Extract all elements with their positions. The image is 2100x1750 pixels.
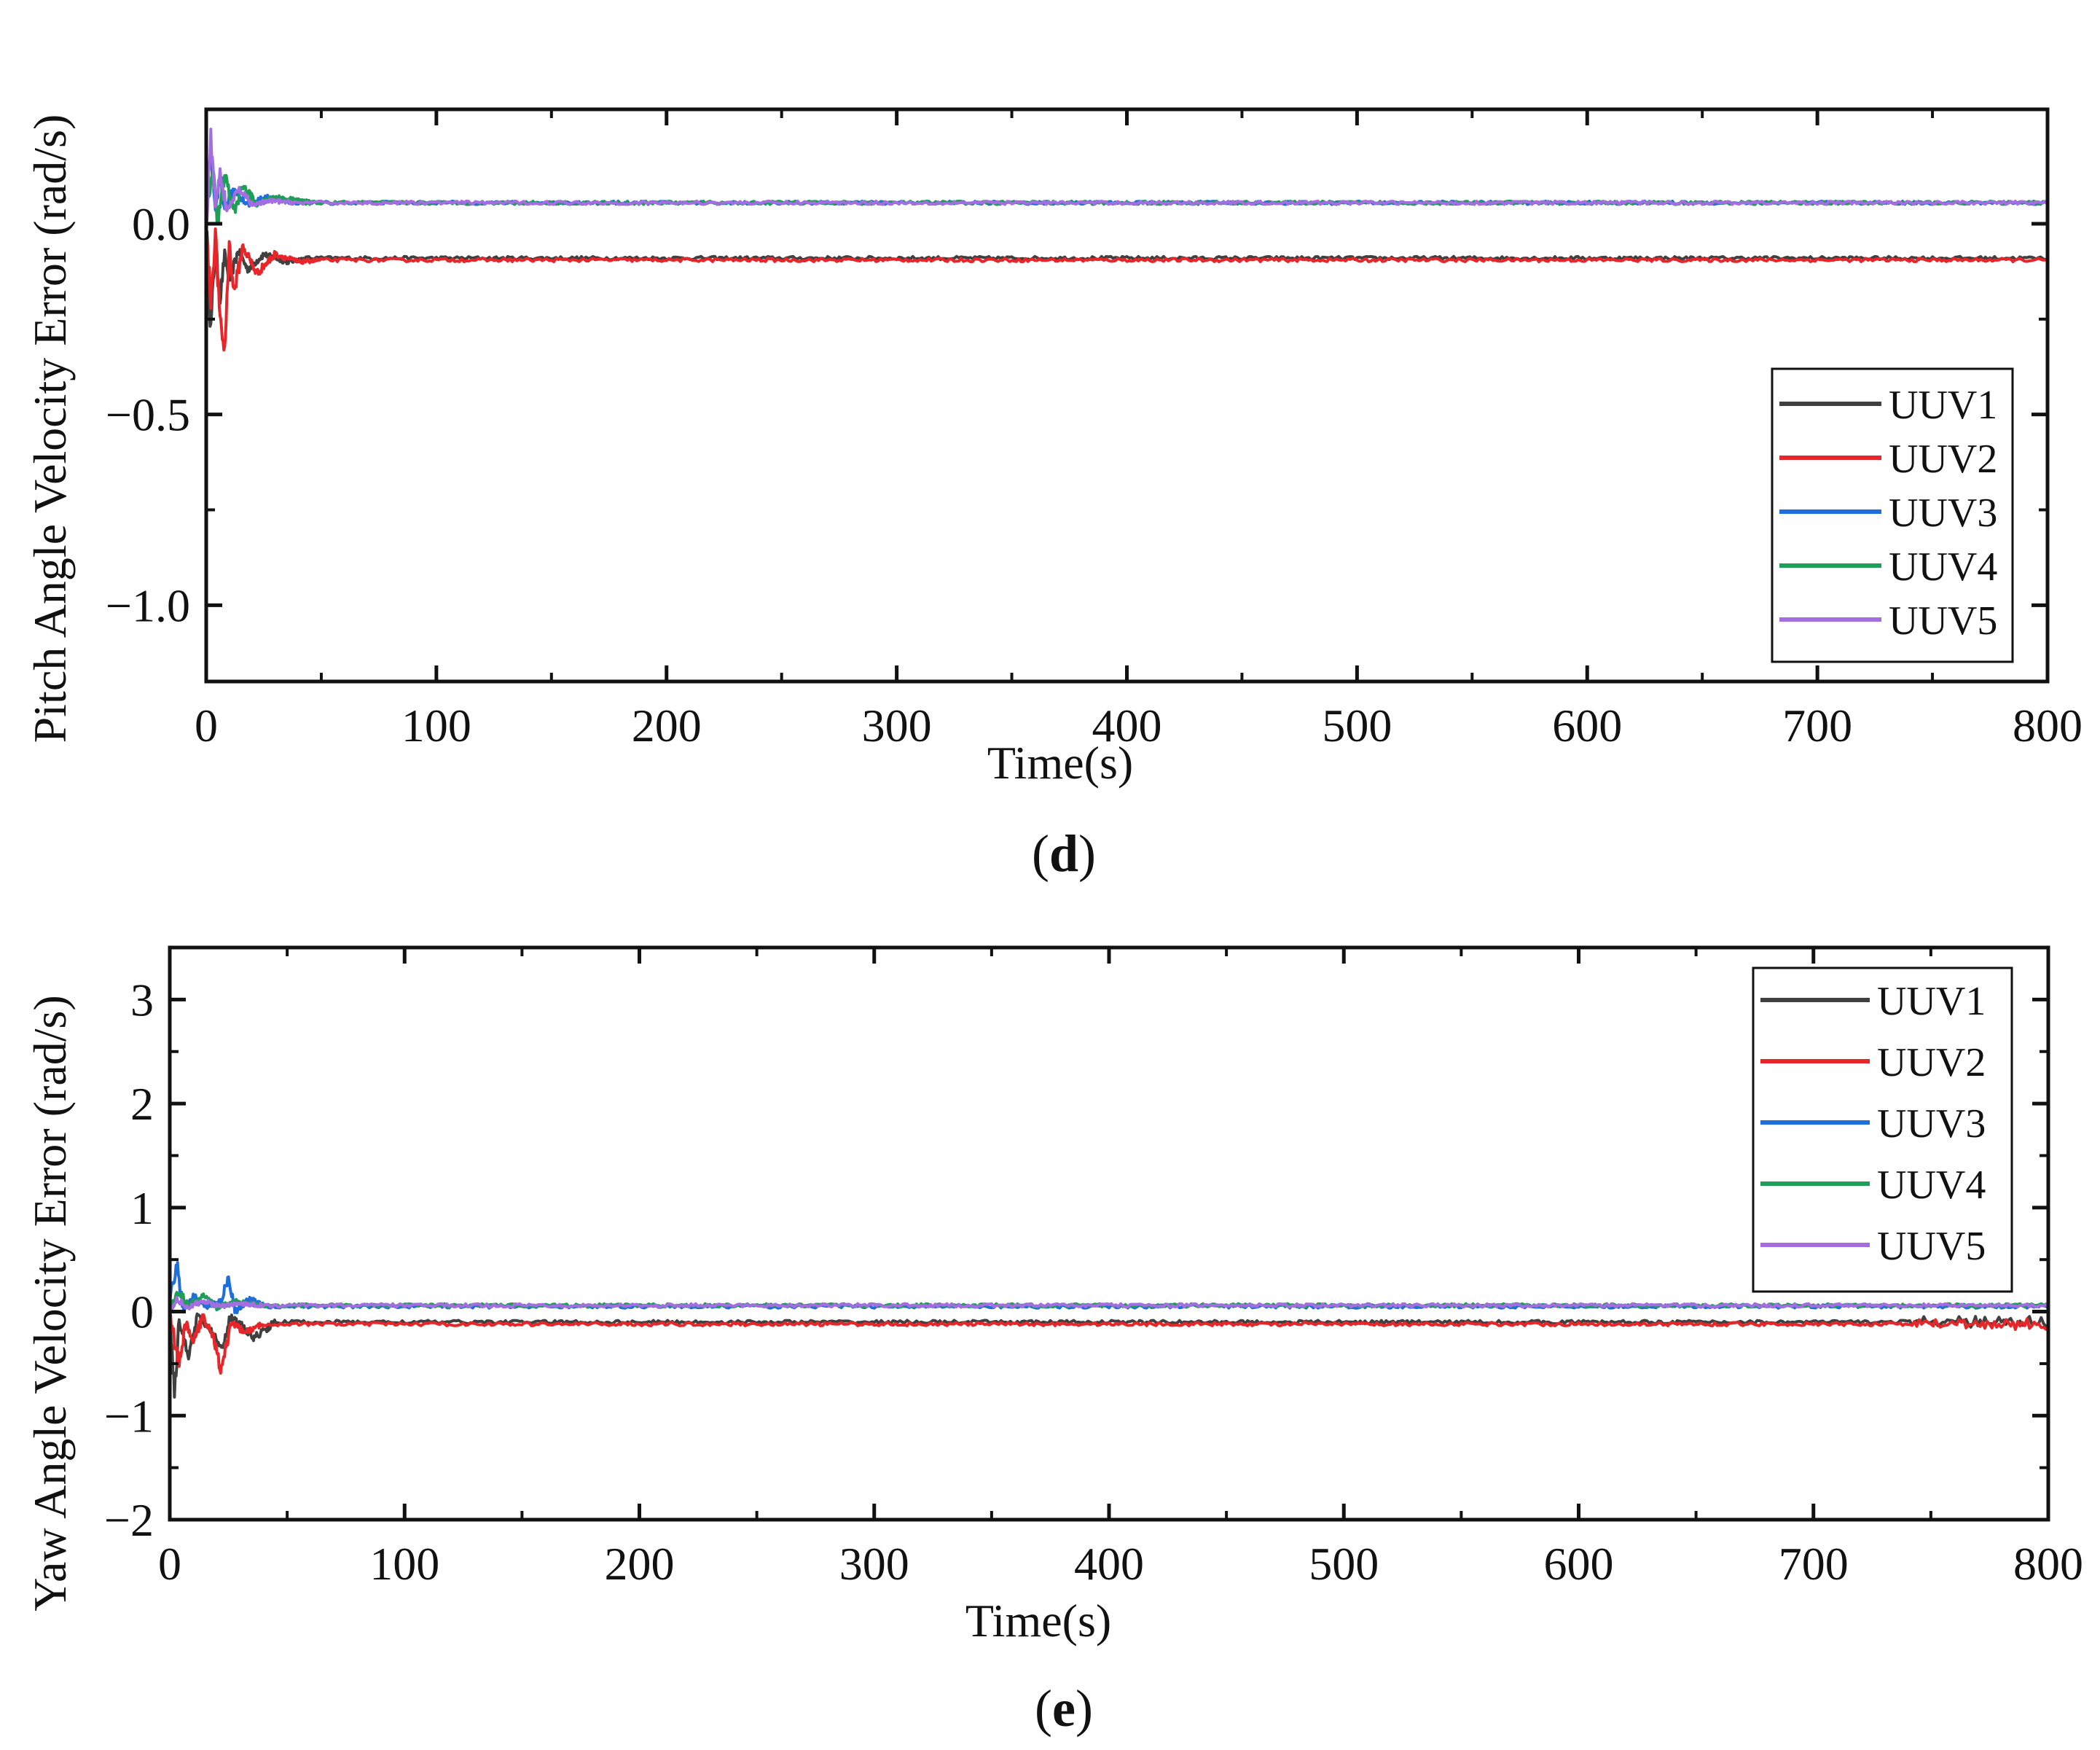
- chart-d-x-tick-label: 300: [862, 700, 932, 751]
- chart-d-x-tick-label: 100: [401, 700, 471, 751]
- chart-e-x-tick-label: 500: [1309, 1538, 1379, 1590]
- chart-d-series-uuv2: [206, 227, 2048, 352]
- chart-e-x-tick-label: 300: [839, 1538, 909, 1590]
- chart-d-y-tick-label: 0.0: [132, 198, 190, 250]
- chart-e-x-axis-title: Time(s): [965, 1595, 1111, 1647]
- chart-d-series-group: [206, 128, 2048, 352]
- chart-e-legend-label-uuv5: UUV5: [1877, 1224, 1986, 1269]
- chart-d-legend: [1771, 367, 2014, 663]
- chart-d-y-axis-title: Pitch Angle Velocity Error (rad/s): [24, 114, 76, 743]
- chart-e-series-uuv1: [170, 1308, 2048, 1399]
- chart-d-caption-letter: d: [1049, 824, 1078, 883]
- chart-d-x-tick-label: 0: [195, 700, 218, 751]
- chart-e-legend: [1752, 966, 2013, 1293]
- chart-e-caption-letter: e: [1052, 1679, 1076, 1738]
- chart-e-x-tick-label: 700: [1779, 1538, 1849, 1590]
- chart-e-x-tick-label: 100: [369, 1538, 439, 1590]
- chart-e-legend-label-uuv4: UUV4: [1877, 1163, 1986, 1208]
- chart-d-x-tick-label: 700: [1782, 700, 1852, 751]
- chart-e-yaw-angle-velocity-error: Yaw Angle Velocity Error (rad/s) Time(s)…: [24, 945, 2083, 1738]
- chart-d-legend-label-uuv1: UUV1: [1889, 383, 1997, 428]
- chart-d-x-tick-label: 500: [1322, 700, 1392, 751]
- chart-d-x-tick-label: 400: [1092, 700, 1162, 751]
- chart-e-legend-label-uuv3: UUV3: [1877, 1101, 1986, 1147]
- chart-e-legend-label-uuv2: UUV2: [1877, 1040, 1986, 1085]
- chart-d-series-uuv5: [206, 128, 2048, 222]
- chart-e-y-tick-label: 1: [130, 1182, 154, 1234]
- chart-d-legend-label-uuv4: UUV4: [1889, 544, 1997, 590]
- chart-e-y-tick-label: 0: [130, 1286, 154, 1338]
- chart-d-x-tick-label: 200: [632, 700, 702, 751]
- chart-e-series-uuv5: [170, 1296, 2048, 1312]
- chart-d-legend-label-uuv3: UUV3: [1889, 491, 1997, 536]
- chart-d-pitch-angle-velocity-error: Pitch Angle Velocity Error (rad/s) Time(…: [24, 107, 2083, 883]
- chart-e-x-tick-label: 0: [158, 1538, 181, 1590]
- chart-d-series-uuv1: [206, 230, 2048, 328]
- chart-e-series-group: [170, 1261, 2048, 1399]
- chart-d-y-tick-label: −0.5: [106, 389, 190, 441]
- chart-e-x-tick-label: 200: [605, 1538, 675, 1590]
- chart-e-x-tick-label: 600: [1544, 1538, 1614, 1590]
- chart-d-x-tick-label: 800: [2013, 700, 2083, 751]
- chart-d-y-tick-label: −1.0: [106, 579, 190, 631]
- chart-d-legend-label-uuv2: UUV2: [1889, 437, 1997, 482]
- chart-e-caption: (e): [1035, 1679, 1093, 1738]
- chart-e-y-tick-label: 2: [130, 1078, 154, 1130]
- chart-d-x-tick-label: 600: [1552, 700, 1622, 751]
- chart-e-y-tick-label: −1: [104, 1390, 154, 1442]
- chart-e-series-uuv2: [170, 1313, 2048, 1375]
- chart-e-y-axis-title: Yaw Angle Velocity Error (rad/s): [24, 995, 76, 1612]
- chart-d-x-axis-title: Time(s): [987, 737, 1133, 789]
- chart-d-caption: (d): [1032, 824, 1096, 883]
- chart-e-x-tick-label: 800: [2013, 1538, 2083, 1590]
- chart-e-legend-label-uuv1: UUV1: [1877, 979, 1986, 1024]
- chart-e-x-tick-label: 400: [1074, 1538, 1144, 1590]
- chart-d-series-uuv4: [206, 169, 2048, 226]
- chart-e-y-tick-label: −2: [104, 1494, 154, 1546]
- chart-e-y-tick-label: 3: [130, 974, 154, 1026]
- chart-d-legend-label-uuv5: UUV5: [1889, 598, 1997, 644]
